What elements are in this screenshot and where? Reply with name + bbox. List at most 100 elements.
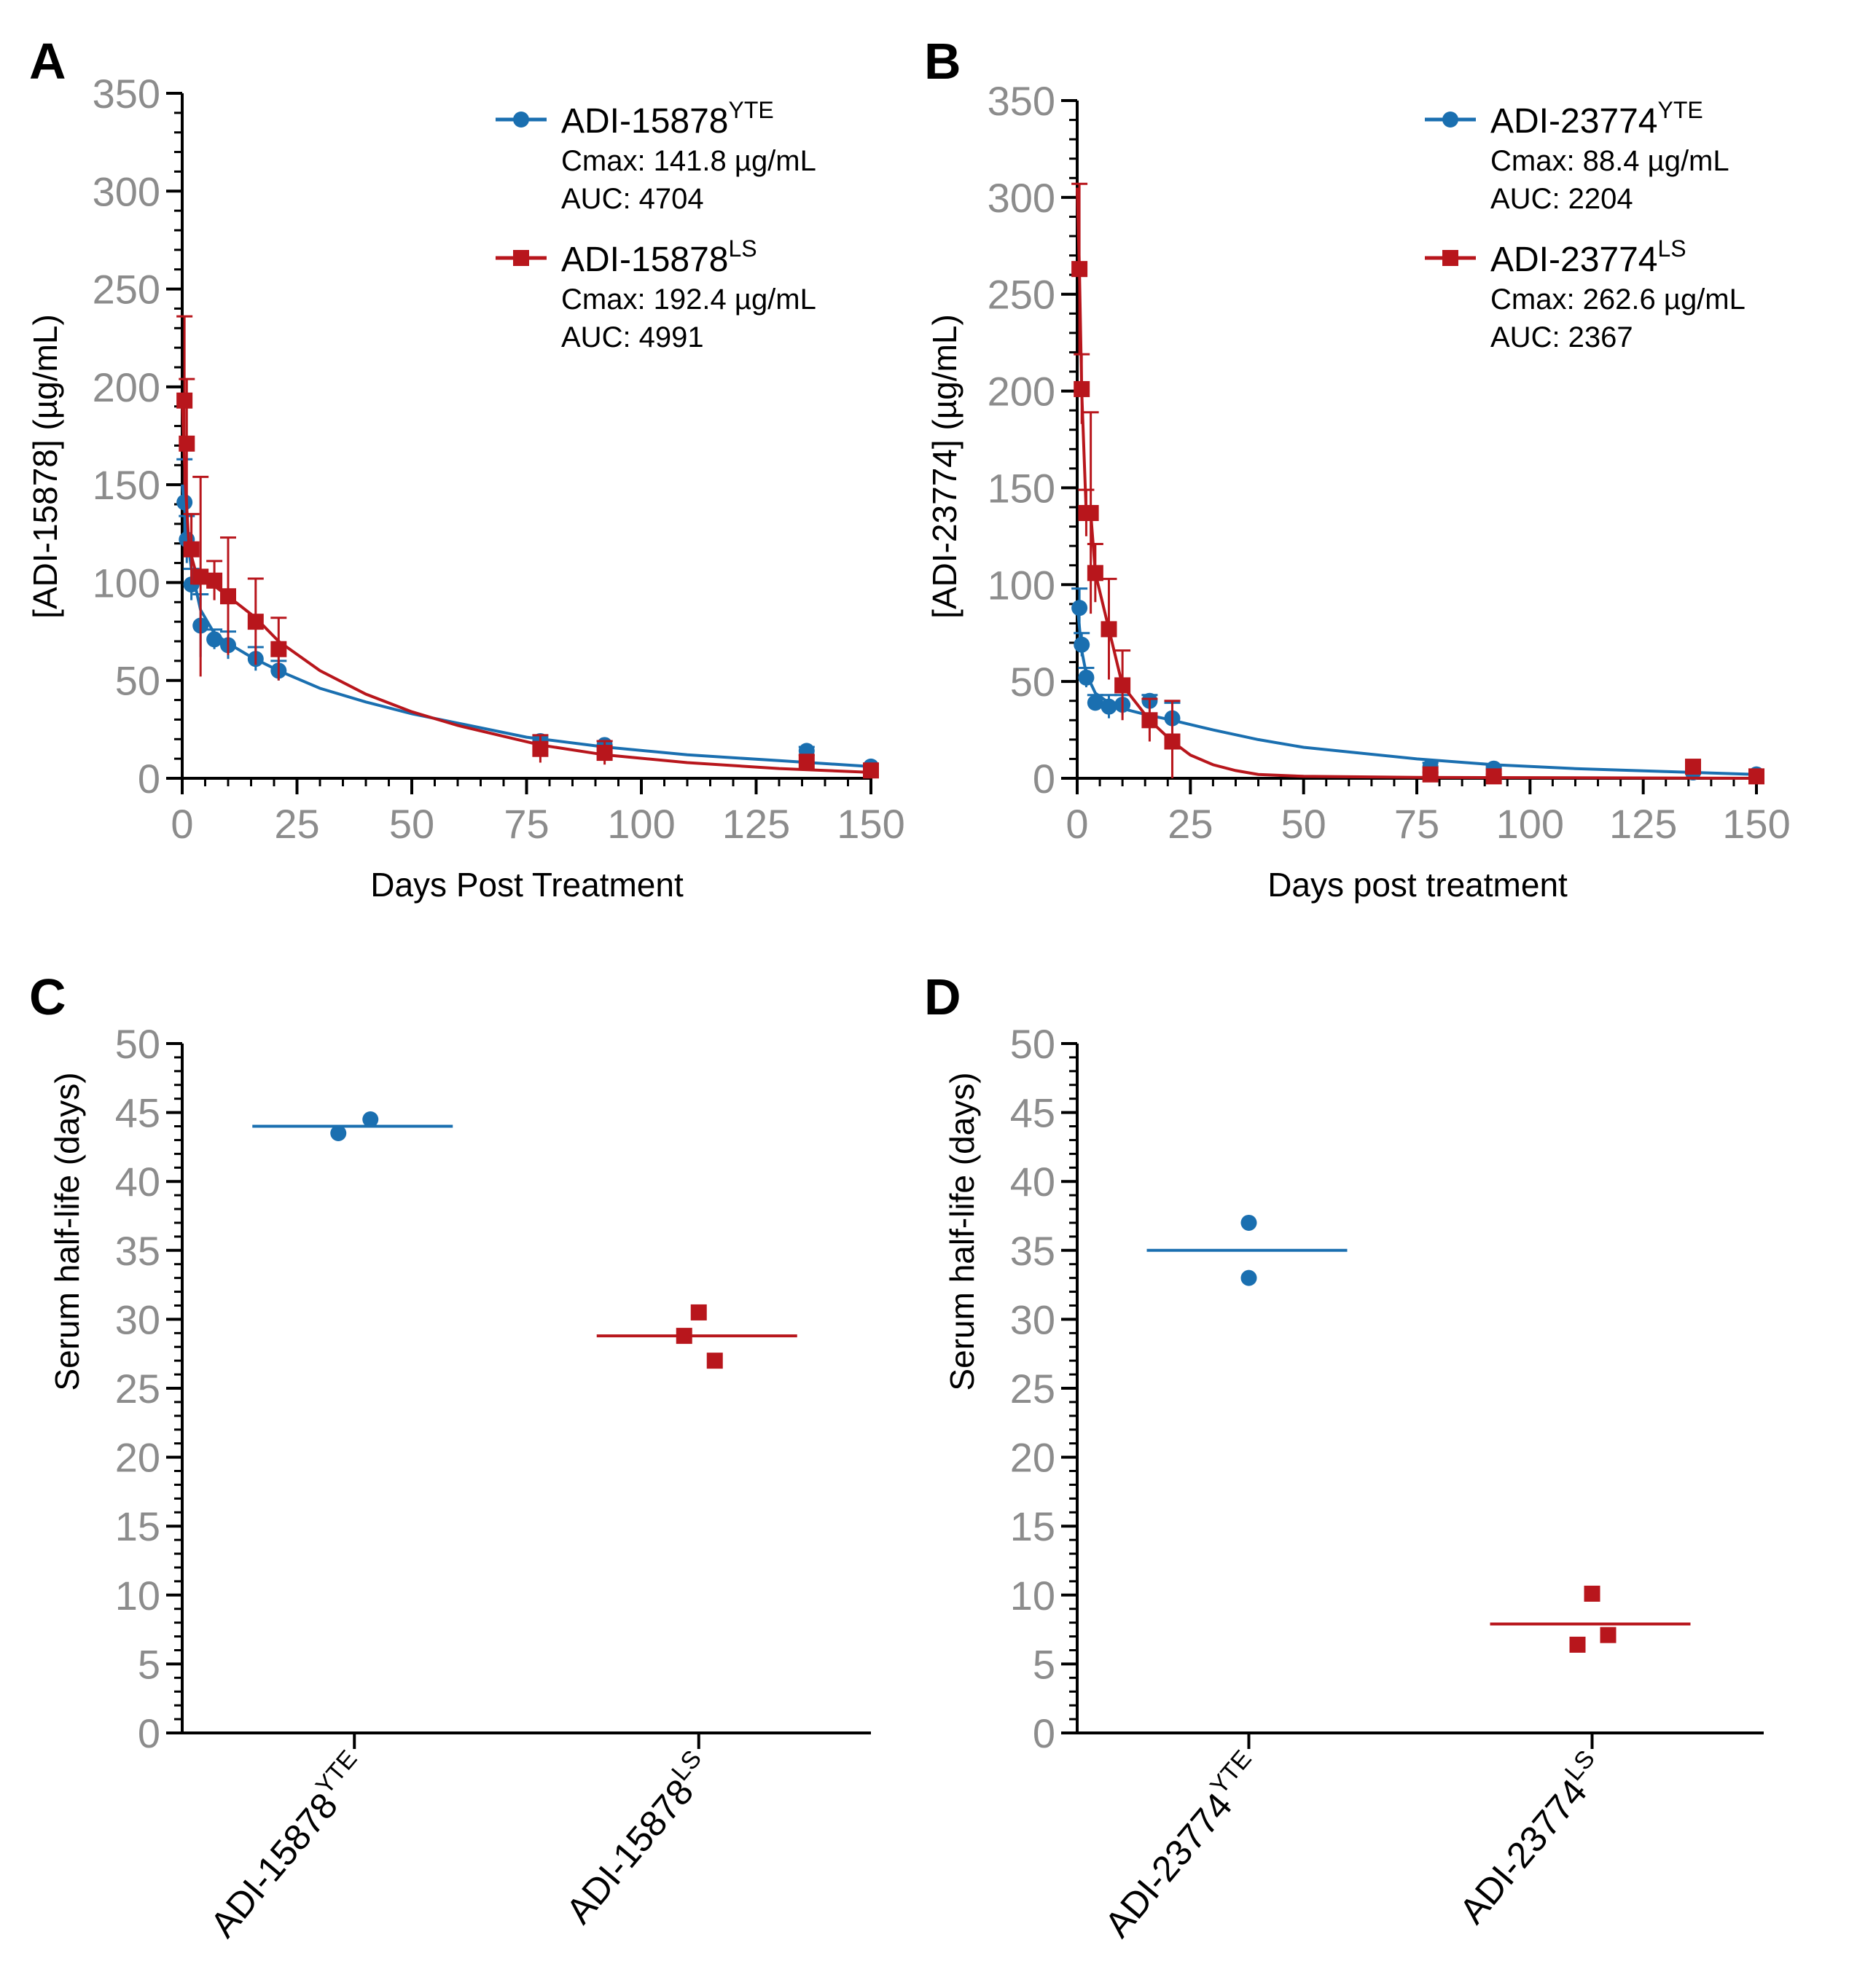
panel-a-series-yte-legend-marker bbox=[513, 111, 529, 128]
panel-b-series-ls-point bbox=[1485, 768, 1502, 785]
panel-d-y-tick-label: 25 bbox=[1010, 1366, 1055, 1412]
panel-b-series-yte-legend-cmax: Cmax: 88.4 µg/mL bbox=[1490, 145, 1729, 177]
panel-d-group-ls-point bbox=[1600, 1627, 1617, 1643]
panel-a-series-ls-fit-curve bbox=[181, 402, 872, 774]
panel-a-series-ls-legend-label: ADI-15878LS bbox=[561, 235, 757, 279]
panel-d-y-tick-label: 10 bbox=[1010, 1573, 1055, 1619]
panel-c-y-axis-label: Serum half-life (days) bbox=[48, 1072, 86, 1390]
panel-a: A Days Post Treatment [ADI-15878] (µg/mL… bbox=[26, 33, 905, 904]
panel-c-group-ls-point bbox=[690, 1304, 707, 1320]
panel-b-x-tick-label: 100 bbox=[1496, 801, 1564, 847]
panel-c-group-ls-point bbox=[676, 1328, 692, 1345]
panel-b-y-tick-label: 250 bbox=[988, 272, 1055, 318]
panel-b-y-tick-label: 300 bbox=[988, 175, 1055, 221]
panel-b-y-tick-label: 150 bbox=[988, 465, 1055, 511]
panel-b-x-tick-label: 50 bbox=[1281, 801, 1326, 847]
panel-a-y-tick-label: 150 bbox=[93, 462, 160, 508]
panel-b-series-yte-legend-auc: AUC: 2204 bbox=[1490, 183, 1633, 215]
panel-a-series-ls-point bbox=[798, 754, 815, 771]
panel-b-series-ls-point bbox=[1422, 766, 1439, 783]
panel-d-group-yte-point bbox=[1240, 1269, 1257, 1286]
panel-d-group-ls-point bbox=[1584, 1585, 1600, 1602]
panel-c-y-tick-label: 5 bbox=[138, 1641, 160, 1687]
panel-b-x-tick-label: 150 bbox=[1722, 801, 1790, 847]
panel-c-y-tick-label: 40 bbox=[115, 1159, 160, 1205]
panel-b-series-yte-point bbox=[1071, 600, 1088, 617]
panel-b-series-ls-point bbox=[1114, 677, 1131, 694]
panel-b-series-ls-legend-auc: AUC: 2367 bbox=[1490, 321, 1633, 353]
panel-a-y-tick-label: 250 bbox=[93, 267, 160, 313]
panel-a-letter: A bbox=[29, 33, 66, 90]
panel-b-series-yte-point bbox=[1101, 698, 1117, 715]
panel-d-y-tick-label: 45 bbox=[1010, 1090, 1055, 1136]
panel-b-y-tick-label: 100 bbox=[988, 562, 1055, 608]
panel-c-y-tick-label: 50 bbox=[115, 1021, 160, 1067]
panel-a-series-yte-point bbox=[176, 494, 193, 511]
panel-a-series-yte-legend-superscript: YTE bbox=[728, 97, 773, 123]
panel-b-series-yte-legend-marker bbox=[1442, 111, 1458, 128]
panel-c-group-yte-point bbox=[330, 1124, 347, 1141]
panel-b-letter: B bbox=[924, 33, 961, 90]
panel-b-series-yte-point bbox=[1074, 636, 1090, 653]
panel-c-y-tick-label: 30 bbox=[115, 1296, 160, 1342]
panel-a-x-tick-label: 0 bbox=[171, 801, 193, 847]
panel-b-series-yte-point bbox=[1087, 694, 1103, 711]
panel-a-series-ls-point bbox=[206, 572, 223, 589]
panel-a-y-axis-label: [ADI-15878] (µg/mL) bbox=[26, 314, 64, 619]
panel-a-y-tick-label: 0 bbox=[138, 756, 160, 802]
panel-b-x-tick-label: 25 bbox=[1168, 801, 1213, 847]
panel-b-y-tick-label: 200 bbox=[988, 369, 1055, 415]
panel-a-series-yte-legend-auc: AUC: 4704 bbox=[561, 183, 704, 215]
panel-b-series-ls-point bbox=[1748, 768, 1764, 785]
panel-a-x-tick-label: 75 bbox=[504, 801, 549, 847]
panel-d-y-tick-label: 15 bbox=[1010, 1503, 1055, 1549]
panel-a-x-tick-label: 125 bbox=[722, 801, 790, 847]
panel-b-series-yte-point bbox=[1078, 669, 1095, 686]
panel-a-y-tick-label: 300 bbox=[93, 168, 160, 214]
panel-d-y-tick-label: 0 bbox=[1033, 1710, 1055, 1756]
panel-d-y-tick-label: 35 bbox=[1010, 1228, 1055, 1274]
panel-d-y-tick-label: 30 bbox=[1010, 1296, 1055, 1342]
panel-b-series-ls-point bbox=[1082, 504, 1099, 521]
panel-d-y-tick-label: 5 bbox=[1033, 1641, 1055, 1687]
panel-b-series-ls-legend-cmax: Cmax: 262.6 µg/mL bbox=[1490, 283, 1746, 316]
panel-b-series-ls-point bbox=[1685, 759, 1702, 775]
panel-a-series-yte-legend-cmax: Cmax: 141.8 µg/mL bbox=[561, 145, 816, 177]
panel-d-group-ls-point bbox=[1569, 1636, 1586, 1653]
panel-a-series-ls-point bbox=[532, 740, 549, 757]
panel-a-x-tick-label: 100 bbox=[607, 801, 675, 847]
panel-b-series-ls-point bbox=[1101, 621, 1117, 638]
panel-c-y-tick-label: 45 bbox=[115, 1090, 160, 1136]
panel-a-series-ls-point bbox=[596, 745, 613, 762]
panel-c-y-tick-label: 15 bbox=[115, 1503, 160, 1549]
panel-a-y-tick-label: 100 bbox=[93, 560, 160, 606]
panel-a-series-ls-legend-cmax: Cmax: 192.4 µg/mL bbox=[561, 283, 816, 316]
panel-b-series-ls-legend-superscript: LS bbox=[1657, 235, 1686, 262]
panel-a-series-ls-point bbox=[220, 588, 236, 605]
panel-a-series-ls-point bbox=[183, 541, 200, 557]
panel-a-series-ls-point bbox=[176, 392, 193, 409]
panel-b-y-axis-label: [ADI-23774] (µg/mL) bbox=[926, 314, 963, 619]
panel-b-series-yte-legend-superscript: YTE bbox=[1657, 97, 1703, 123]
panel-a-y-tick-label: 200 bbox=[93, 364, 160, 410]
panel-c-y-tick-label: 10 bbox=[115, 1573, 160, 1619]
panel-c-y-tick-label: 0 bbox=[138, 1710, 160, 1756]
panel-b-series-ls-point bbox=[1071, 261, 1088, 278]
panel-b-series-ls-point bbox=[1087, 565, 1103, 582]
panel-d-y-tick-label: 40 bbox=[1010, 1159, 1055, 1205]
panel-b-y-tick-label: 50 bbox=[1010, 659, 1055, 705]
panel-b-series-ls-point bbox=[1074, 380, 1090, 397]
panel-d-y-tick-label: 20 bbox=[1010, 1435, 1055, 1481]
panel-a-series-ls-legend-marker bbox=[513, 250, 529, 266]
panel-c-y-tick-label: 25 bbox=[115, 1366, 160, 1412]
panel-b-y-tick-label: 0 bbox=[1033, 756, 1055, 802]
panel-a-y-tick-label: 350 bbox=[93, 71, 160, 117]
panel-a-series-ls-point bbox=[863, 762, 879, 779]
panel-b-series-ls-point bbox=[1141, 712, 1158, 729]
panel-a-x-axis-label: Days Post Treatment bbox=[370, 866, 684, 904]
panel-a-x-tick-label: 25 bbox=[274, 801, 319, 847]
panel-c-y-tick-label: 20 bbox=[115, 1435, 160, 1481]
panel-d-y-tick-label: 50 bbox=[1010, 1021, 1055, 1067]
panel-b-x-tick-label: 0 bbox=[1066, 801, 1088, 847]
